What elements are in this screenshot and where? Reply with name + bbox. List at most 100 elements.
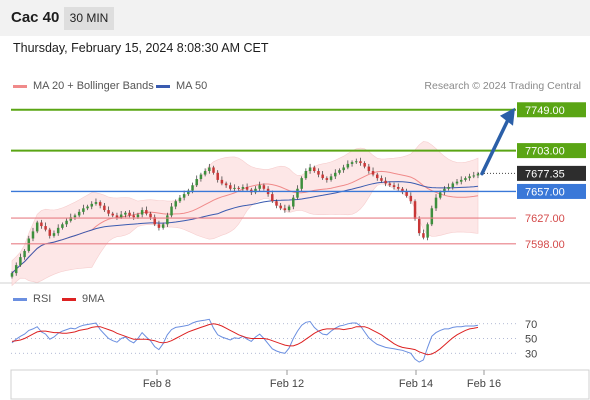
candle — [90, 203, 94, 207]
level-tag-7627.00: 7627.00 — [525, 213, 565, 225]
time-axis-frame — [10, 369, 590, 400]
candle — [417, 218, 421, 234]
legend-ma20: MA 20 + Bollinger Bands — [13, 80, 154, 92]
candle — [170, 206, 173, 216]
candle — [140, 210, 144, 215]
candle — [304, 171, 308, 179]
candle — [438, 192, 442, 198]
candle — [409, 195, 413, 202]
candle — [279, 205, 282, 209]
ma20-swatch — [13, 84, 27, 88]
candle — [27, 238, 31, 251]
candle — [388, 183, 392, 186]
header-bar: Cac 40 30 MIN — [0, 0, 590, 36]
candle — [275, 201, 278, 206]
candle — [52, 233, 56, 236]
candle — [308, 167, 312, 172]
bollinger-band — [11, 141, 479, 287]
candle — [124, 212, 127, 215]
level-tag-7657.00: 7657.00 — [525, 186, 565, 198]
candle — [136, 214, 140, 218]
candle — [271, 194, 274, 202]
level-tag-bg-7677.35 — [517, 165, 586, 181]
candle — [149, 213, 152, 218]
candle — [69, 217, 73, 221]
legend-ma50-label: MA 50 — [176, 80, 208, 92]
candle — [350, 162, 354, 164]
level-tag-bg-7703.00 — [517, 143, 586, 159]
candle — [23, 250, 26, 258]
candle — [443, 188, 446, 193]
legend-9ma: 9MA — [62, 293, 105, 305]
candle — [459, 179, 463, 182]
projection-arrow — [480, 118, 510, 176]
candle — [434, 197, 438, 209]
candles-group — [10, 157, 480, 279]
candle — [451, 183, 455, 188]
rsi-tick-label: 70 — [525, 319, 537, 331]
ma50-line — [11, 181, 479, 274]
candle — [380, 178, 383, 181]
candle — [48, 229, 52, 236]
candle — [413, 201, 417, 219]
candle — [258, 185, 261, 189]
candle — [405, 191, 408, 196]
candle — [296, 188, 299, 198]
candle — [157, 224, 161, 228]
ma50-swatch — [156, 84, 170, 88]
candle — [31, 231, 35, 239]
candle — [19, 257, 22, 266]
candle — [338, 170, 341, 173]
candle — [77, 211, 81, 216]
candle — [262, 185, 266, 189]
candle — [384, 180, 387, 184]
candle — [237, 187, 240, 189]
candle — [300, 178, 303, 189]
candle — [128, 212, 131, 216]
candle — [426, 224, 429, 238]
candle — [334, 172, 337, 177]
x-tick-label: Feb 16 — [467, 378, 501, 390]
x-tick-label: Feb 12 — [270, 378, 304, 390]
candle — [317, 171, 320, 175]
candle — [216, 172, 219, 180]
level-tag-7598.00: 7598.00 — [525, 239, 565, 251]
candle — [153, 217, 156, 225]
candle — [430, 208, 434, 225]
candle — [292, 197, 295, 207]
candle — [455, 181, 459, 184]
candle — [178, 197, 182, 202]
candle — [245, 187, 249, 190]
candle — [199, 174, 203, 180]
candle — [145, 210, 148, 214]
timeframe-tab[interactable]: 30 MIN — [64, 7, 114, 30]
candle — [40, 222, 43, 227]
candle — [375, 174, 379, 179]
candle — [103, 205, 106, 211]
candle — [472, 175, 476, 177]
candle — [212, 167, 215, 173]
candle — [208, 167, 211, 172]
candle — [396, 187, 400, 189]
legend-9ma-label: 9MA — [82, 293, 105, 305]
level-tag-7749.00: 7749.00 — [525, 105, 565, 117]
rsi-tick-label: 30 — [525, 348, 537, 360]
candle — [422, 233, 425, 238]
candle — [132, 215, 135, 218]
candle — [287, 206, 291, 211]
candle — [283, 208, 287, 211]
rsi-tick-label: 50 — [525, 334, 537, 346]
level-tag-bg-7657.00 — [517, 183, 586, 199]
candle — [401, 188, 404, 192]
level-tag-7703.00: 7703.00 — [525, 146, 565, 158]
ma9-swatch — [62, 297, 76, 301]
level-tag-bg-7749.00 — [517, 102, 586, 118]
projection-arrowhead — [500, 107, 515, 126]
symbol-title: Cac 40 — [11, 9, 60, 26]
candle — [363, 163, 366, 167]
candle — [107, 210, 110, 214]
candle — [220, 179, 224, 184]
legend-ma50: MA 50 — [156, 80, 207, 92]
candle — [115, 215, 119, 218]
